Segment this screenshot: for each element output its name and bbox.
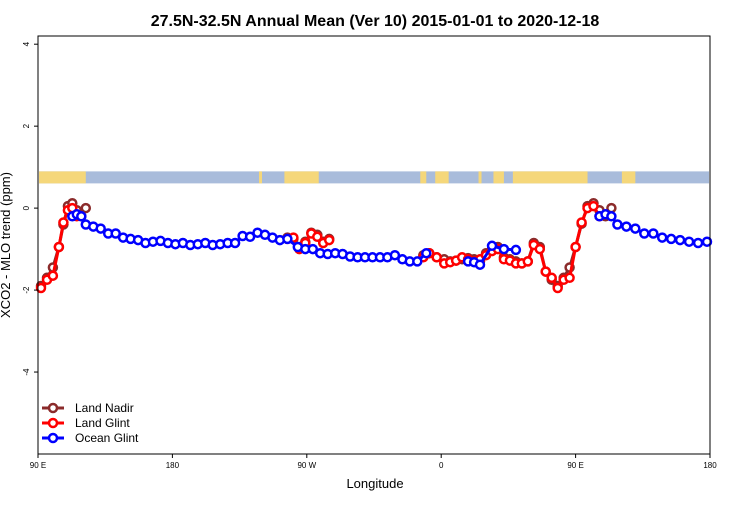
data-point xyxy=(683,236,695,247)
data-point xyxy=(692,237,704,249)
data-point xyxy=(498,243,510,255)
x-tick-label: 90 E xyxy=(30,461,46,470)
x-tick-label: 90 W xyxy=(297,461,316,470)
data-point xyxy=(58,217,69,228)
data-point xyxy=(522,256,534,267)
data-point xyxy=(546,272,557,284)
strip-land-1 xyxy=(259,171,262,184)
y-tick-label: -2 xyxy=(22,286,31,294)
data-point xyxy=(552,282,563,294)
legend-marker xyxy=(47,417,59,429)
data-point xyxy=(47,270,59,281)
strip-land-6 xyxy=(493,171,504,184)
data-point xyxy=(606,211,617,222)
data-point xyxy=(648,228,659,239)
x-axis-label: Longitude xyxy=(346,476,403,491)
legend-marker xyxy=(47,432,59,444)
y-tick-label: 2 xyxy=(22,123,31,128)
series-ocean-glint xyxy=(67,209,713,270)
data-point xyxy=(621,221,632,232)
y-tick-label: -4 xyxy=(22,368,31,376)
strip-land-2 xyxy=(284,171,319,184)
data-point xyxy=(570,241,581,253)
chart-title: 27.5N-32.5N Annual Mean (Ver 10) 2015-01… xyxy=(151,13,600,30)
data-point xyxy=(510,244,522,256)
strip-land-7 xyxy=(512,171,588,184)
data-point xyxy=(665,233,677,245)
data-point xyxy=(486,240,498,252)
data-point xyxy=(282,233,293,245)
data-point xyxy=(412,256,423,267)
data-point xyxy=(639,228,650,239)
data-point xyxy=(244,231,256,243)
plot-frame xyxy=(37,35,711,455)
legend-label: Land Nadir xyxy=(75,401,134,415)
data-point xyxy=(76,211,87,222)
y-tick-label: 0 xyxy=(22,205,31,210)
legend-label: Land Glint xyxy=(75,416,130,430)
data-point xyxy=(110,228,121,239)
x-tick-label: 90 E xyxy=(567,461,583,470)
strip-land-4 xyxy=(435,171,449,184)
legend-marker xyxy=(47,402,59,414)
data-point xyxy=(576,217,587,228)
data-point xyxy=(612,219,623,230)
data-point xyxy=(656,232,668,243)
data-point xyxy=(95,223,106,234)
land-ocean-strip xyxy=(39,171,709,184)
data-point xyxy=(229,237,241,249)
data-point xyxy=(35,282,47,294)
strip-land-3 xyxy=(420,171,427,184)
data-point xyxy=(588,200,599,212)
strip-land-5 xyxy=(478,171,482,184)
data-point xyxy=(534,243,546,255)
strip-land-8 xyxy=(621,171,636,184)
x-tick-label: 180 xyxy=(703,461,717,470)
data-point xyxy=(421,247,432,259)
x-tick-label: 0 xyxy=(439,461,444,470)
data-point xyxy=(474,259,486,270)
data-point xyxy=(540,266,551,277)
data-point xyxy=(630,223,641,234)
data-point xyxy=(53,241,65,253)
data-point xyxy=(389,249,401,261)
data-point xyxy=(564,272,575,284)
data-point xyxy=(674,234,686,246)
data-point xyxy=(80,202,92,214)
legend-label: Ocean Glint xyxy=(75,431,139,445)
data-point xyxy=(307,243,319,255)
data-point xyxy=(431,252,442,263)
data-point xyxy=(323,234,335,246)
y-axis-label: XCO2 - MLO trend (ppm) xyxy=(0,172,13,318)
strip-ocean xyxy=(39,171,709,184)
strip-land-0 xyxy=(39,171,86,184)
series-layer xyxy=(35,197,713,294)
data-point xyxy=(701,236,713,247)
y-tick-label: 4 xyxy=(22,41,31,46)
x-tick-label: 180 xyxy=(166,461,180,470)
data-point xyxy=(312,231,323,243)
axis-layer: 90 E 180 90 W 0 90 E 180 -4 -2 0 2 4 xyxy=(22,41,717,470)
